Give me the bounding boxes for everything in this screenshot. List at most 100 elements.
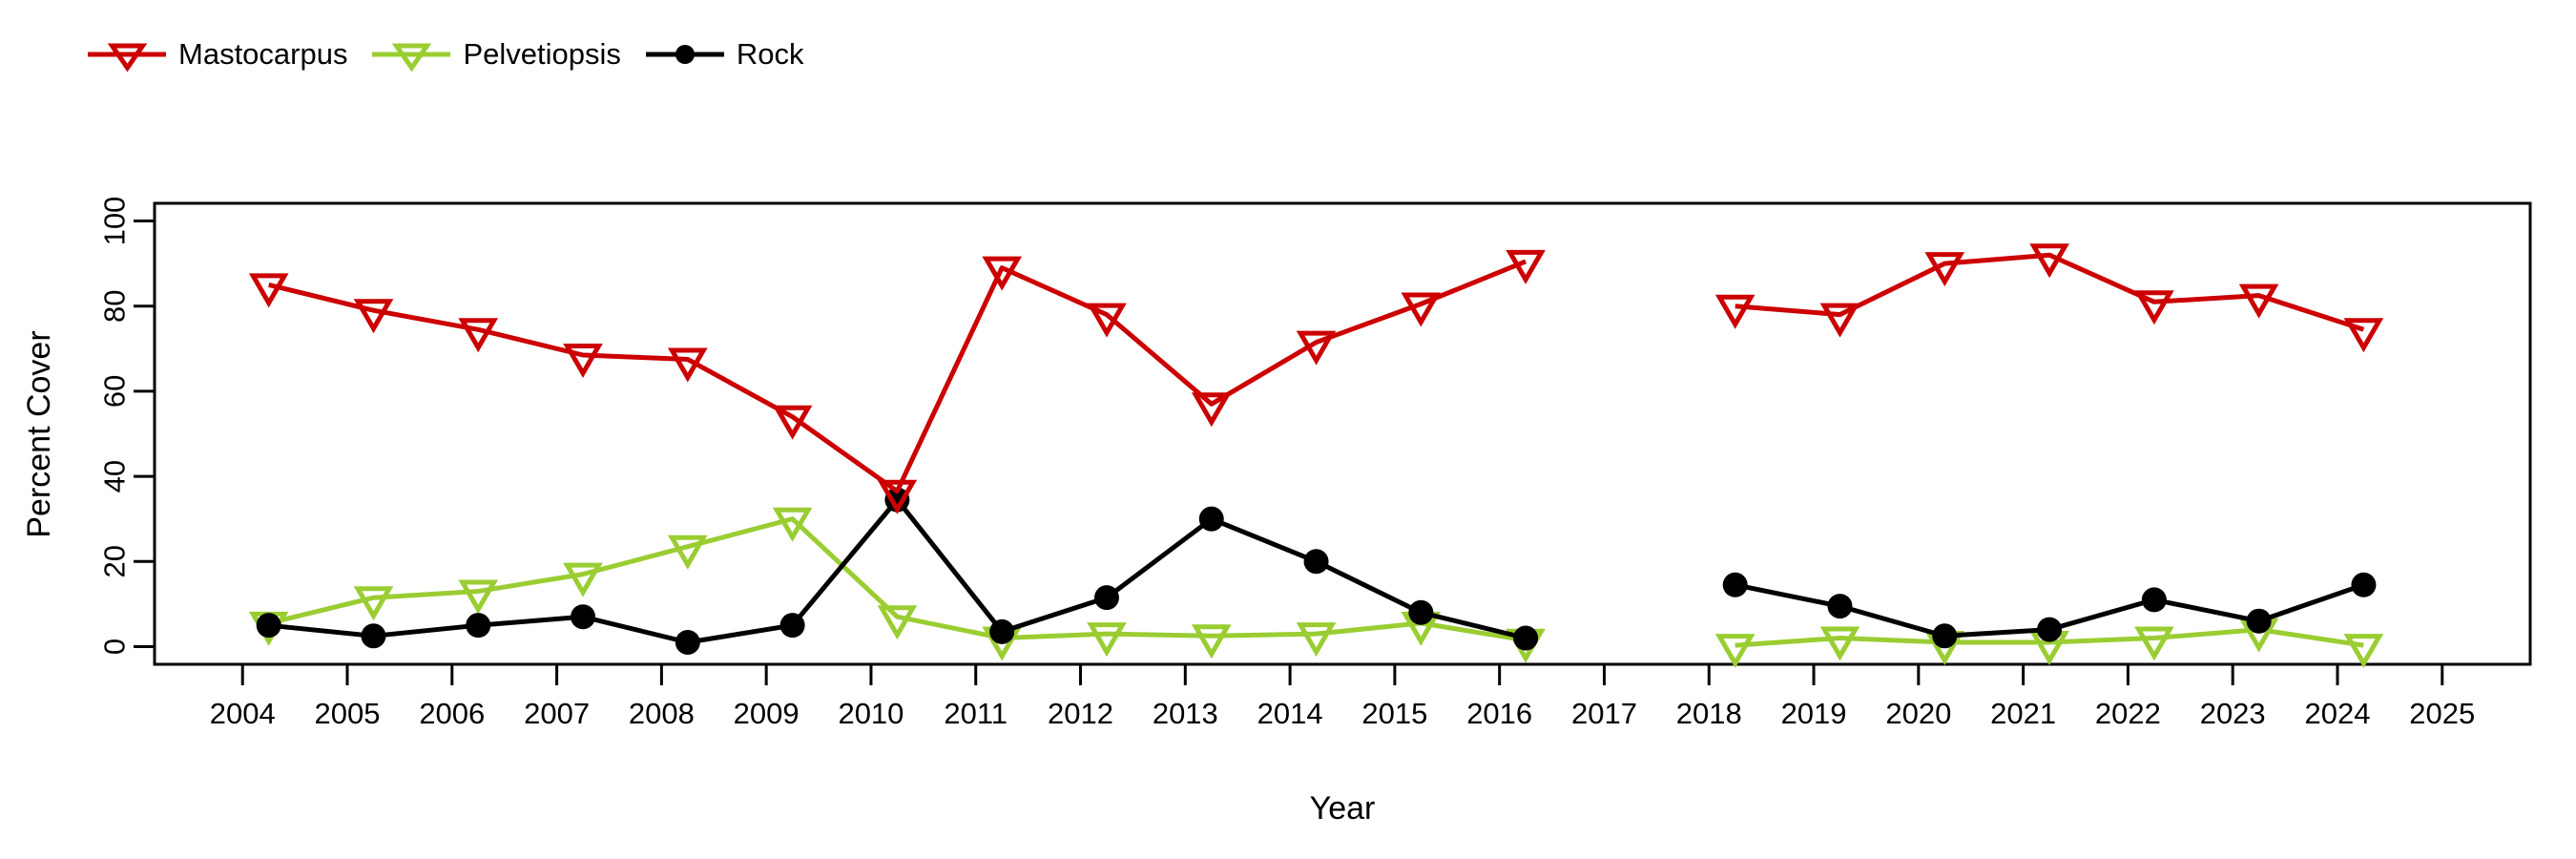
data-point-rock [361,623,386,649]
x-tick-label: 2017 [1571,697,1637,730]
data-point-pelvetiopsis [2134,626,2174,661]
x-tick-label: 2019 [1781,697,1847,730]
data-point-rock [1198,506,1224,532]
data-point-pelvetiopsis [1819,626,1860,661]
data-point-rock [989,618,1015,644]
legend-label: Pelvetiopsis [463,37,621,71]
data-point-rock [675,629,700,655]
x-tick-label: 2018 [1676,697,1742,730]
data-point-mastocarpus [1191,392,1232,428]
data-point-mastocarpus [248,273,289,308]
circle-filled-icon [645,45,724,64]
data-point-rock [884,487,910,513]
axis-tick-labels: 2004 2005 2006 2007 2008 2009 2010 2011 2012 2013… [98,197,2476,730]
y-tick-label: 100 [98,197,132,246]
plot-box [153,201,2532,666]
data-point-rock [2141,587,2167,613]
x-tick-label: 2010 [838,697,904,730]
data-point-pelvetiopsis [563,562,603,597]
data-point-rock [2351,572,2377,597]
x-tick-label: 2025 [2409,697,2475,730]
data-point-rock [256,613,281,639]
data-point-rock [1722,572,1748,597]
data-point-rock [1827,594,1853,619]
data-point-mastocarpus [563,344,603,378]
data-point-mastocarpus [982,256,1023,291]
data-point-mastocarpus [458,318,499,353]
data-point-pelvetiopsis [353,586,394,621]
x-tick-label: 2020 [1885,697,1951,730]
data-point-mastocarpus [667,347,708,383]
data-point-rock [571,604,596,630]
data-point-rock [1513,625,1539,651]
series-line-mastocarpus [268,252,2365,494]
series-layer [248,243,2384,669]
data-point-mastocarpus [1506,249,1546,284]
x-tick-label: 2007 [524,697,590,730]
data-point-mastocarpus [1401,292,1442,327]
legend-label: Mastocarpus [178,37,348,71]
data-point-pelvetiopsis [667,534,708,570]
data-point-rock [779,613,805,639]
y-tick-label: 0 [98,639,132,655]
x-tick-label: 2008 [629,697,695,730]
data-point-pelvetiopsis [1087,622,1127,658]
y-tick-label: 60 [98,375,132,408]
plot-frame [153,201,2532,666]
data-point-rock [1093,585,1119,611]
triangle-down-open-icon [88,43,166,73]
x-tick-label: 2024 [2305,697,2371,730]
x-tick-label: 2005 [315,697,381,730]
x-tick-label: 2011 [944,697,1008,730]
y-axis-title: Percent Cover [21,330,57,537]
data-point-mastocarpus [1924,252,1965,287]
x-tick-label: 2006 [419,697,485,730]
x-axis-title: Year [1310,790,1376,827]
data-point-pelvetiopsis [877,605,918,640]
y-tick-label: 80 [98,289,132,322]
data-point-rock [466,613,491,639]
data-point-mastocarpus [1714,294,1755,329]
data-point-mastocarpus [2343,318,2384,353]
data-point-mastocarpus [2134,290,2174,325]
data-point-pelvetiopsis [772,507,813,542]
legend-item-pelvetiopsis: Pelvetiopsis [372,36,621,73]
data-point-mastocarpus [877,479,918,514]
legend-item-mastocarpus: Mastocarpus [88,36,347,73]
x-tick-label: 2004 [210,697,276,730]
data-point-mastocarpus [772,405,813,440]
data-point-rock [2246,608,2272,634]
data-point-rock [2037,617,2063,642]
data-point-mastocarpus [1819,303,1860,338]
data-point-pelvetiopsis [1296,622,1337,658]
x-tick-label: 2021 [1990,697,2056,730]
legend-item-rock: Rock [645,36,804,73]
legend: Mastocarpus Pelvetiopsis Rock [88,36,804,73]
y-tick-label: 20 [98,545,132,577]
data-point-mastocarpus [353,299,394,334]
data-point-mastocarpus [1296,330,1337,366]
data-point-pelvetiopsis [2343,634,2384,669]
x-tick-label: 2016 [1466,697,1532,730]
x-tick-label: 2013 [1153,697,1218,730]
data-point-mastocarpus [1087,303,1127,338]
x-tick-label: 2015 [1361,697,1427,730]
axis-ticks [134,220,2444,685]
x-tick-label: 2009 [734,697,800,730]
x-tick-label: 2023 [2200,697,2266,730]
data-point-rock [1303,549,1329,575]
x-tick-label: 2012 [1048,697,1113,730]
data-point-pelvetiopsis [1191,624,1232,660]
x-tick-label: 2022 [2095,697,2161,730]
legend-label: Rock [736,37,804,71]
data-point-rock [1408,599,1434,625]
data-point-pelvetiopsis [1714,634,1755,669]
triangle-down-open-icon [372,43,451,73]
data-point-mastocarpus [2029,243,2069,279]
data-point-mastocarpus [2238,283,2279,319]
data-point-rock [1932,623,1958,649]
y-tick-label: 40 [98,460,132,492]
data-point-pelvetiopsis [458,579,499,615]
